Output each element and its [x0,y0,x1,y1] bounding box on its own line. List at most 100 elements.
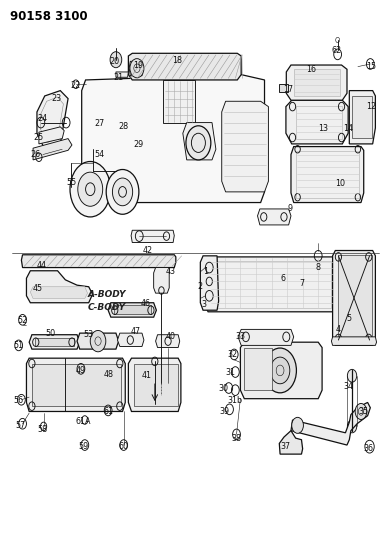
Polygon shape [238,329,294,345]
Polygon shape [33,139,72,160]
Text: 42: 42 [143,246,153,255]
Bar [134,364,178,406]
Text: 27: 27 [94,119,104,128]
Polygon shape [286,100,348,144]
Bar [244,348,272,390]
Text: 30: 30 [219,384,229,392]
Polygon shape [108,303,156,317]
Bar [338,255,372,341]
Circle shape [90,330,106,352]
Text: 7: 7 [299,279,304,288]
Circle shape [93,133,117,167]
Circle shape [347,369,357,382]
Polygon shape [291,147,364,203]
Text: 29: 29 [133,141,143,149]
Polygon shape [128,53,241,80]
Circle shape [110,52,122,68]
Bar [296,151,359,198]
Text: 90158 3100: 90158 3100 [10,10,88,22]
Text: 12: 12 [366,102,377,111]
Bar [296,106,342,139]
Text: 46: 46 [141,300,151,308]
Text: 13: 13 [318,125,328,133]
Polygon shape [77,333,119,349]
Polygon shape [116,72,128,77]
Text: 58: 58 [37,425,47,433]
Bar [114,305,151,314]
Text: 61A: 61A [76,417,91,425]
Polygon shape [29,335,80,349]
Polygon shape [200,256,219,310]
Text: 20: 20 [110,57,120,66]
Text: 56: 56 [14,397,24,405]
Circle shape [70,161,110,217]
Bar [35,338,74,346]
Text: 50: 50 [46,329,56,337]
Polygon shape [331,337,377,345]
Text: 8: 8 [316,263,321,272]
Polygon shape [333,251,375,345]
Polygon shape [21,255,176,268]
Polygon shape [128,145,144,160]
Polygon shape [30,287,88,298]
Text: 39: 39 [220,407,230,416]
Polygon shape [291,402,370,445]
Text: 45: 45 [33,285,43,293]
Polygon shape [39,127,64,144]
Text: 44: 44 [37,261,47,270]
Bar [279,84,288,92]
Text: 61: 61 [103,407,113,416]
Text: 51: 51 [14,341,24,350]
Polygon shape [26,358,125,411]
Circle shape [117,129,138,159]
Text: 52: 52 [18,317,28,325]
Text: 31: 31 [225,368,235,376]
Circle shape [292,417,303,433]
Text: 54: 54 [94,150,104,159]
Polygon shape [349,91,375,144]
Polygon shape [240,342,322,399]
Polygon shape [183,123,216,160]
Text: 34: 34 [343,382,353,391]
Text: 26: 26 [30,150,40,159]
Text: 6: 6 [281,274,286,282]
Bar [211,261,331,308]
Text: 35: 35 [359,407,369,416]
Polygon shape [156,335,180,348]
Circle shape [347,420,357,433]
Bar [352,96,372,138]
Text: 41: 41 [142,372,152,380]
Text: 21: 21 [114,73,124,82]
Text: 57: 57 [15,421,25,430]
Text: 4: 4 [335,325,340,334]
Text: 40: 40 [165,333,175,341]
Text: 53: 53 [84,330,94,339]
Polygon shape [163,80,194,123]
Circle shape [130,59,144,78]
Circle shape [112,178,133,206]
Text: 9: 9 [287,205,293,213]
Bar [32,364,121,406]
Polygon shape [37,91,68,149]
Bar [294,69,340,96]
Text: 25: 25 [33,133,43,142]
Text: 49: 49 [76,366,86,375]
Text: 23: 23 [51,94,61,103]
Text: 60: 60 [119,442,129,451]
Text: 22: 22 [71,81,81,90]
Polygon shape [93,156,105,164]
Polygon shape [26,271,93,303]
Text: 10: 10 [335,180,345,188]
Text: 33: 33 [235,333,245,341]
Circle shape [78,172,103,206]
Polygon shape [286,65,347,100]
Text: 24: 24 [38,114,48,123]
Circle shape [186,126,211,160]
Text: 62: 62 [331,46,342,55]
Text: 31b: 31b [228,397,243,405]
Text: 59: 59 [79,442,89,451]
Text: 18: 18 [172,56,182,64]
Text: 28: 28 [119,123,129,131]
Polygon shape [131,230,174,243]
Text: 17: 17 [283,85,293,94]
